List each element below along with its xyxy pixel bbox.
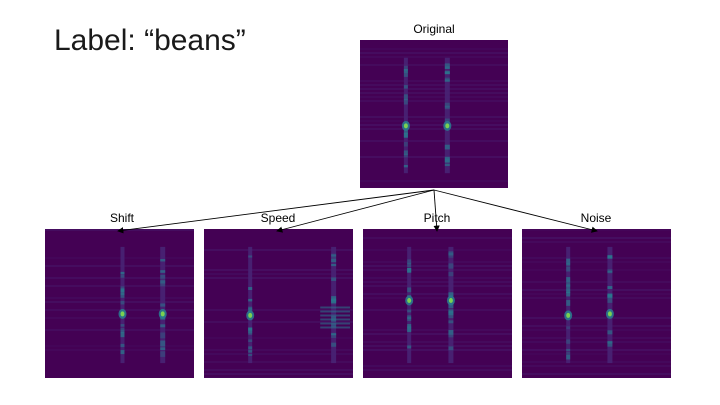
pitch-caption: Pitch [423, 211, 451, 225]
arrow-to-speed [276, 189, 435, 233]
arrow-to-noise [433, 189, 598, 233]
speed-spectrogram [204, 229, 353, 378]
original-spectrogram [360, 40, 508, 188]
noise-spectrogram [522, 229, 671, 378]
pitch-spectrogram [363, 229, 512, 378]
speed-caption: Speed [260, 211, 296, 225]
label-title: Label: “beans” [54, 24, 246, 57]
shift-spectrogram [45, 229, 194, 378]
shift-caption: Shift [109, 211, 135, 225]
noise-caption: Noise [580, 211, 612, 225]
original-caption: Original [413, 22, 455, 36]
